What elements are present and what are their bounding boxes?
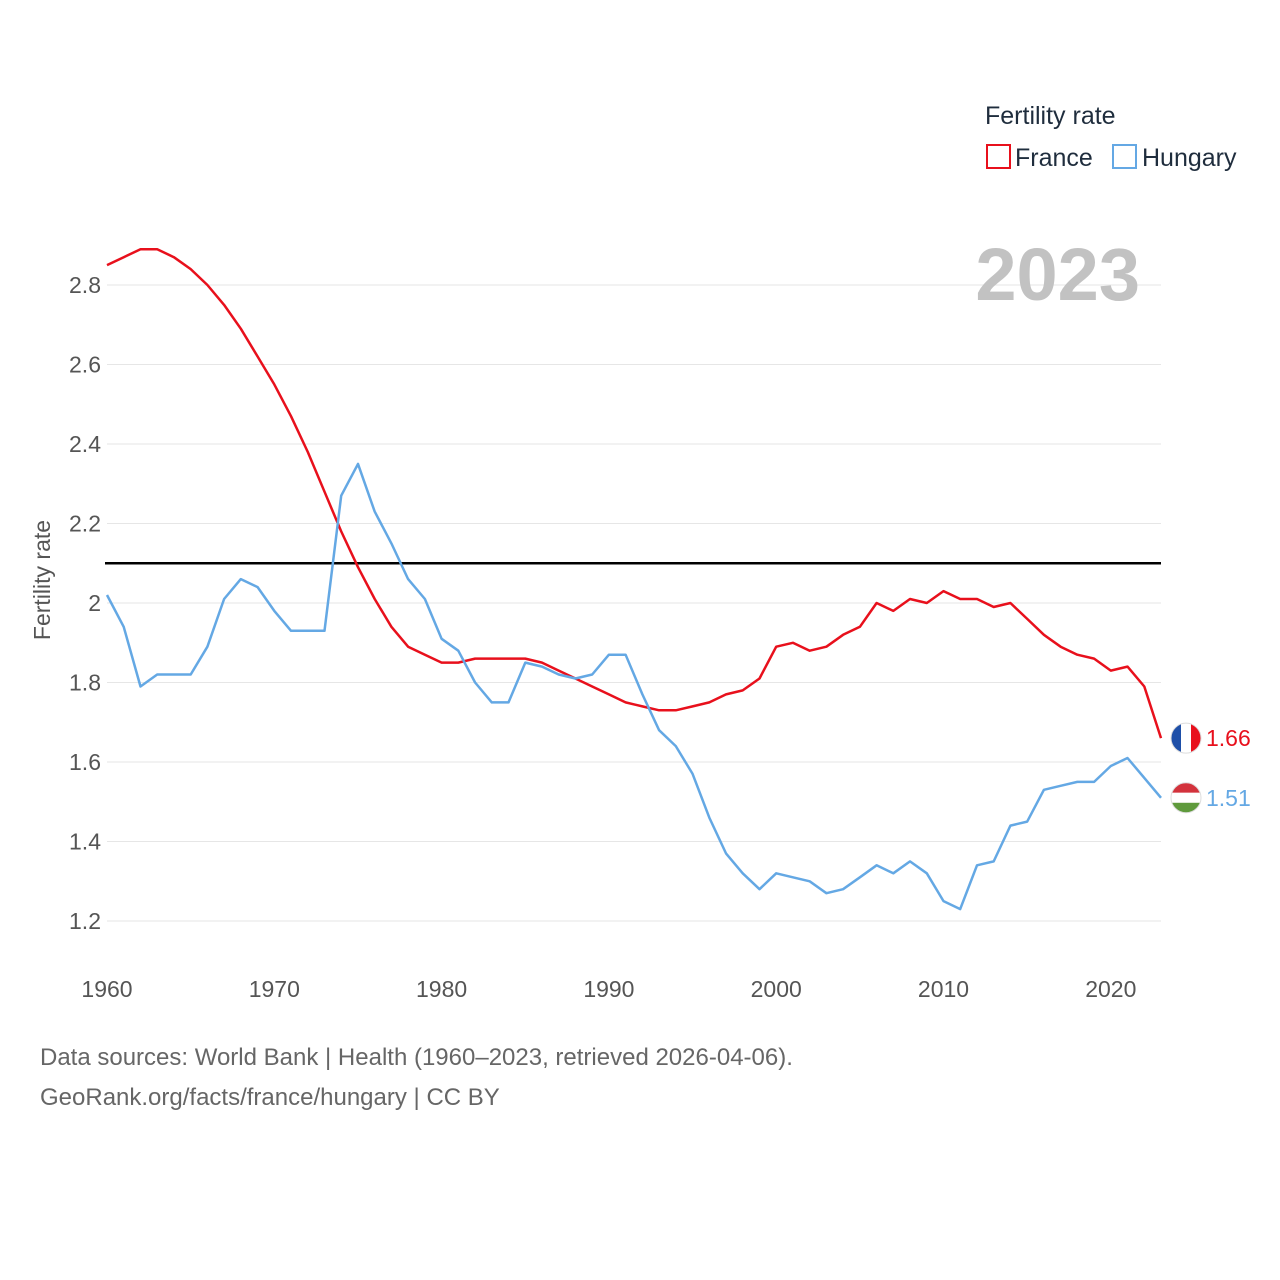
gridlines xyxy=(107,284,1161,922)
y-axis-ticks: 1.2 1.4 1.6 1.8 2 2.2 2.4 2.6 2.8 xyxy=(69,272,101,934)
footer-attribution: GeoRank.org/facts/france/hungary | CC BY xyxy=(40,1084,500,1111)
y-tick-label: 2 xyxy=(88,590,101,616)
x-tick-label: 2020 xyxy=(1085,976,1136,1002)
france-flag-icon xyxy=(1170,722,1202,754)
x-tick-label: 2000 xyxy=(751,976,802,1002)
series-lines xyxy=(105,247,1163,911)
legend-swatch-france xyxy=(986,144,1011,169)
y-tick-label: 1.2 xyxy=(69,908,101,934)
x-tick-label: 1970 xyxy=(249,976,300,1002)
legend: Fertility rate France Hungary xyxy=(985,102,1237,172)
y-tick-label: 1.8 xyxy=(69,670,101,696)
y-tick-label: 2.4 xyxy=(69,431,101,457)
series-line-hungary xyxy=(105,462,1162,911)
x-tick-label: 1960 xyxy=(81,976,132,1002)
y-tick-label: 1.4 xyxy=(69,829,101,855)
y-tick-label: 1.6 xyxy=(69,749,101,775)
x-tick-label: 1990 xyxy=(583,976,634,1002)
current-year-label: 2023 xyxy=(975,233,1140,316)
y-axis-label: Fertility rate xyxy=(29,520,55,640)
legend-item-france[interactable]: France xyxy=(986,144,1093,172)
end-labels: 1.66 1.51 xyxy=(1170,722,1251,814)
x-tick-label: 1980 xyxy=(416,976,467,1002)
legend-title: Fertility rate xyxy=(985,102,1116,130)
series-line-france xyxy=(106,247,1163,739)
y-tick-label: 2.6 xyxy=(69,352,101,378)
x-tick-label: 2010 xyxy=(918,976,969,1002)
legend-item-hungary[interactable]: Hungary xyxy=(1112,144,1237,172)
legend-label-france: France xyxy=(1015,144,1093,172)
hungary-flag-icon xyxy=(1170,782,1202,814)
end-value-france: 1.66 xyxy=(1206,725,1251,751)
footer-data-sources: Data sources: World Bank | Health (1960–… xyxy=(40,1044,793,1071)
x-axis-ticks: 1960 1970 1980 1990 2000 2010 2020 xyxy=(81,976,1136,1002)
end-value-hungary: 1.51 xyxy=(1206,785,1251,811)
y-tick-label: 2.2 xyxy=(69,511,101,537)
y-tick-label: 2.8 xyxy=(69,272,101,298)
legend-swatch-hungary xyxy=(1112,144,1137,169)
legend-label-hungary: Hungary xyxy=(1142,144,1237,172)
